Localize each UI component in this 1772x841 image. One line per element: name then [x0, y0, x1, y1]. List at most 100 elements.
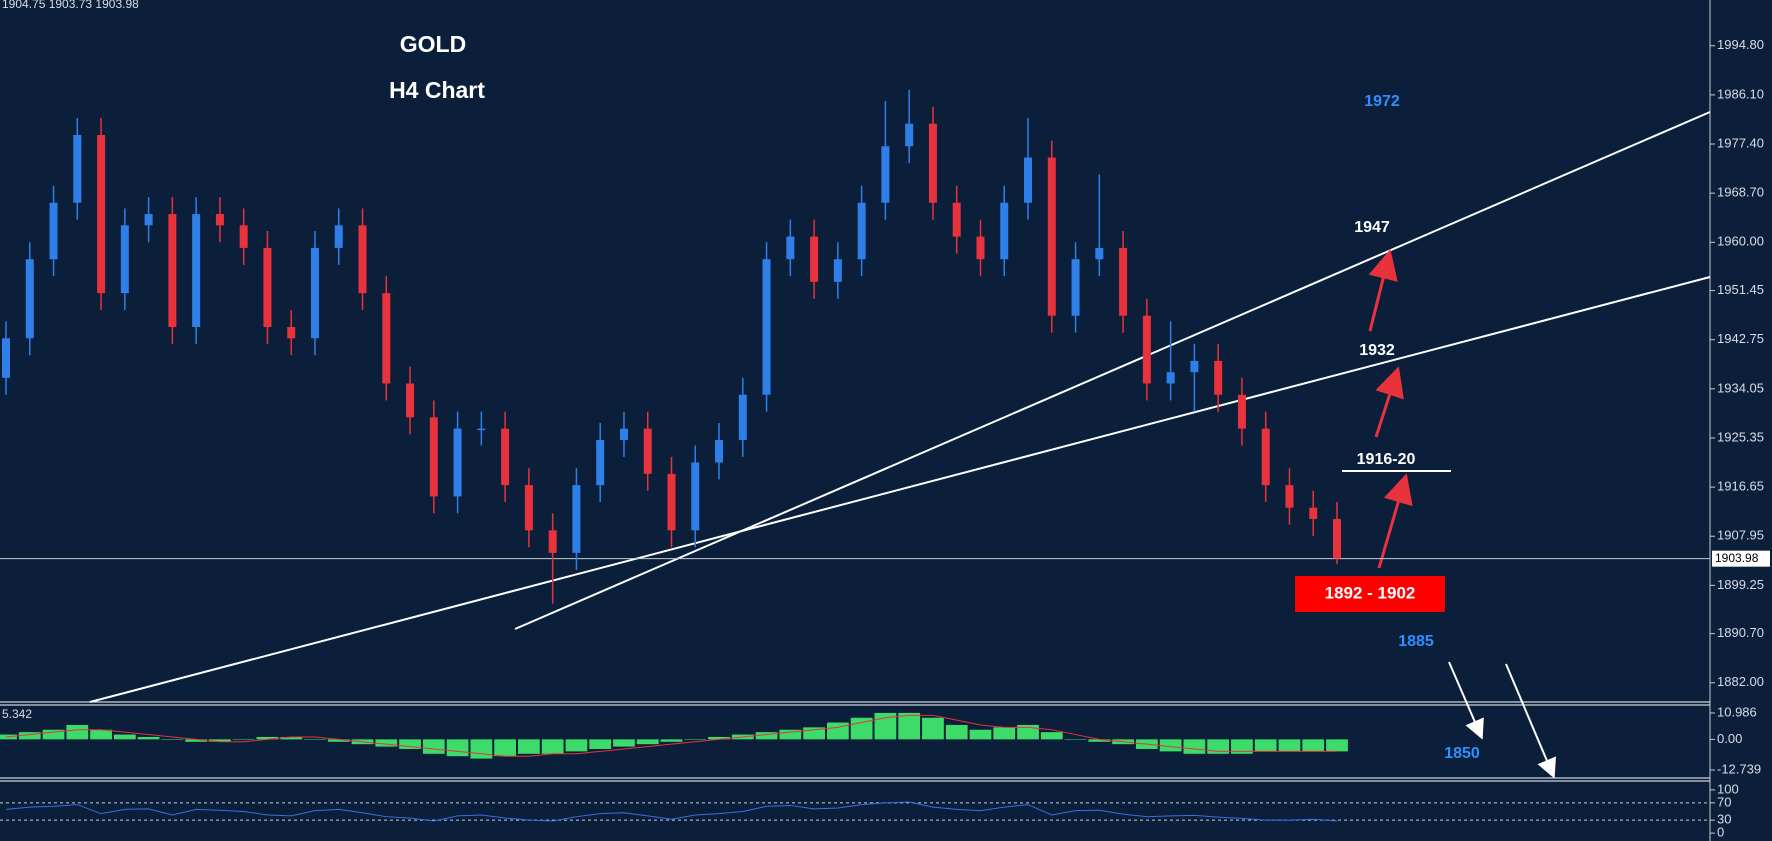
macd-bar	[232, 739, 255, 740]
macd-bar	[922, 717, 944, 740]
y-tick-label: 1968.70	[1717, 185, 1764, 200]
level-annotation: 1885	[1398, 633, 1434, 650]
macd-bar	[90, 729, 112, 740]
candle-body	[1119, 247, 1128, 316]
macd-bar	[1088, 739, 1111, 742]
level-annotation: 1972	[1364, 93, 1400, 110]
candle-body	[97, 134, 106, 294]
macd-bar	[1040, 732, 1063, 740]
macd-signal	[5, 714, 1337, 757]
macd-bar	[256, 736, 279, 740]
macd-bar	[518, 739, 540, 754]
macd-bar	[589, 739, 612, 749]
candle-body	[738, 394, 747, 440]
macd-bar	[209, 739, 231, 742]
y-tick-label: 1977.40	[1717, 135, 1764, 150]
candle-body	[310, 247, 319, 339]
candle-body	[1214, 360, 1223, 395]
candle-body	[952, 202, 961, 237]
y-tick-label: 70	[1717, 794, 1731, 809]
macd-bar	[422, 739, 445, 754]
candle-body	[1095, 247, 1104, 260]
candle-body	[215, 214, 224, 226]
macd-bar	[1017, 724, 1039, 740]
y-tick-label: 1934.05	[1717, 380, 1764, 395]
macd-bar	[993, 727, 1016, 740]
macd-bar	[42, 729, 65, 740]
macd-bar	[446, 739, 469, 757]
current-price-box	[1712, 550, 1770, 567]
macd-bar	[684, 739, 707, 740]
macd-bar	[945, 724, 968, 740]
macd-bar	[636, 739, 659, 745]
candle-body	[810, 236, 819, 282]
macd-bar	[1326, 739, 1348, 752]
candle-body	[382, 293, 391, 384]
candle-body	[1237, 394, 1246, 429]
ohlc-header: 1904.75 1903.73 1903.98	[2, 0, 139, 11]
macd-bar	[304, 739, 326, 740]
y-tick-label: 1907.95	[1717, 528, 1764, 543]
y-tick-label: 10.986	[1717, 704, 1757, 719]
macd-bar	[18, 732, 41, 740]
macd-bar	[1183, 739, 1206, 754]
candle-body	[1071, 259, 1080, 316]
zone-box	[1295, 576, 1445, 612]
macd-bar	[1302, 739, 1325, 752]
candle-body	[905, 123, 914, 147]
candle-body	[548, 530, 557, 553]
chart-title: GOLD	[400, 31, 466, 57]
macd-bar	[161, 739, 184, 740]
candle-body	[168, 214, 177, 327]
level-annotation: 1932	[1359, 342, 1395, 359]
y-tick-label: 1951.45	[1717, 282, 1764, 297]
candle-body	[976, 236, 985, 260]
candle-body	[619, 428, 628, 440]
y-tick-label: 1942.75	[1717, 331, 1764, 346]
candle-body	[453, 428, 462, 497]
candle-body	[857, 202, 866, 260]
macd-bar	[1207, 739, 1230, 754]
y-tick-label: 0	[1717, 825, 1724, 840]
level-annotation: 1947	[1354, 219, 1390, 236]
candle-body	[358, 225, 367, 294]
candle-body	[1142, 315, 1151, 384]
y-tick-label: 1916.65	[1717, 479, 1764, 494]
y-tick-label: -12.739	[1717, 761, 1761, 776]
macd-bar	[565, 739, 588, 752]
candle-body	[524, 485, 533, 531]
candle-body	[144, 214, 153, 226]
macd-bar	[1278, 739, 1301, 752]
candle-body	[192, 214, 201, 327]
chart-subtitle: H4 Chart	[389, 77, 485, 103]
candle-body	[334, 225, 343, 248]
y-tick-label: 1925.35	[1717, 429, 1764, 444]
candle-body	[477, 428, 486, 431]
macd-bar	[66, 724, 89, 740]
candle-body	[691, 462, 700, 531]
macd-bar	[280, 736, 303, 740]
level-annotation: 1916-20	[1357, 451, 1416, 468]
candle-body	[762, 259, 771, 395]
candle-body	[572, 485, 581, 553]
macd-bar	[113, 734, 136, 740]
level-annotation: 1850	[1444, 745, 1480, 762]
candle-body	[2, 338, 10, 378]
candle-body	[49, 202, 58, 260]
macd-bar	[708, 736, 730, 740]
macd-bar	[1159, 739, 1182, 752]
macd-bar	[969, 729, 992, 740]
macd-bar	[755, 732, 778, 740]
candle-body	[406, 383, 415, 418]
candle-body	[73, 134, 82, 203]
y-tick-label: 1890.70	[1717, 625, 1764, 640]
candle-body	[715, 439, 724, 463]
candle-body	[263, 247, 272, 327]
macd-bar	[541, 739, 564, 754]
candle-body	[667, 473, 676, 531]
macd-bar	[137, 736, 160, 740]
candle-body	[239, 225, 248, 248]
y-tick-label: 1994.80	[1717, 37, 1764, 52]
candle-body	[501, 428, 510, 486]
